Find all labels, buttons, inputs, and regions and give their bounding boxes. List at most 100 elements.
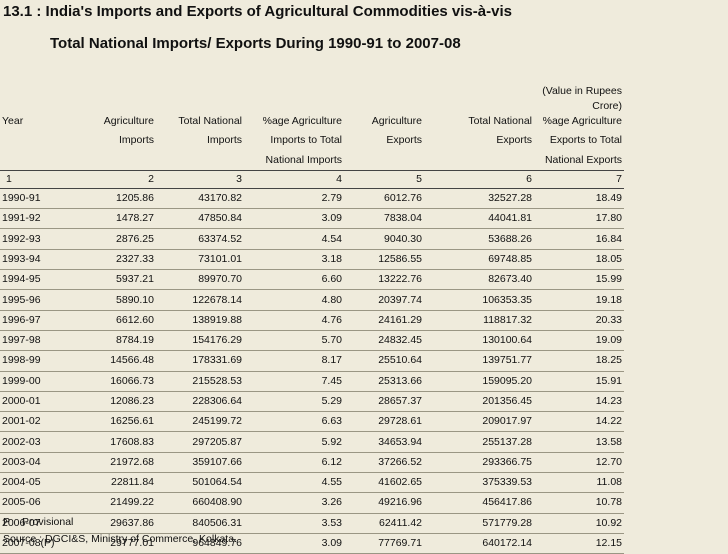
- value-cell: 20397.74: [344, 289, 424, 311]
- value-cell: 20.33: [534, 310, 624, 331]
- value-cell: 41602.65: [344, 472, 424, 494]
- table-row: 1990-91 1205.86 43170.82 2.79 6012.76 32527.2…: [0, 188, 624, 210]
- header-cell: [424, 151, 534, 171]
- value-cell: 29637.86: [72, 513, 156, 534]
- value-cell: 840506.31: [156, 513, 244, 534]
- table-row: 1995-96 5890.10 122678.14 4.80 20397.74 10635…: [0, 289, 624, 311]
- value-cell: 14.22: [534, 411, 624, 433]
- value-cell: 16066.73: [72, 371, 156, 392]
- value-cell: 660408.90: [156, 492, 244, 514]
- header-cell: Imports: [118, 134, 154, 147]
- value-cell: 4.76: [244, 310, 344, 331]
- table-row: 1999-00 16066.73 215528.53 7.45 25313.66 1590…: [0, 371, 624, 392]
- table-row: 1993-94 2327.33 73101.01 3.18 12586.55 69748.…: [0, 249, 624, 271]
- value-cell: 9040.30: [344, 228, 424, 250]
- column-number: 1: [0, 169, 72, 189]
- value-cell: 6.60: [244, 269, 344, 291]
- value-cell: 12.70: [534, 452, 624, 474]
- table-row: 2005-06 21499.22 660408.90 3.26 49216.96 4564…: [0, 492, 624, 514]
- value-cell: 10.78: [534, 492, 624, 514]
- year-cell: 1998-99: [0, 350, 72, 372]
- table-row: 2006-07 29637.86 840506.31 3.53 62411.42 5717…: [0, 513, 624, 534]
- value-cell: 18.49: [534, 188, 624, 210]
- value-cell: 12.15: [534, 533, 624, 554]
- header-cell: Total National: [178, 115, 242, 128]
- header-row-1: Year Agriculture Total National %age Agr…: [0, 112, 624, 131]
- value-cell: 32527.28: [424, 188, 534, 210]
- value-cell: 53688.26: [424, 228, 534, 250]
- value-cell: 6.63: [244, 411, 344, 433]
- value-cell: 501064.54: [156, 472, 244, 494]
- value-cell: 15.99: [534, 269, 624, 291]
- year-cell: 2000-01: [0, 391, 72, 413]
- year-cell: 1995-96: [0, 289, 72, 311]
- value-cell: 5.29: [244, 391, 344, 413]
- value-cell: 13.58: [534, 431, 624, 453]
- footnote-text: Provisional: [22, 516, 74, 528]
- value-cell: 63374.52: [156, 228, 244, 250]
- value-cell: 13222.76: [344, 269, 424, 291]
- value-cell: 215528.53: [156, 371, 244, 392]
- header-cell: Total National: [468, 115, 532, 128]
- value-cell: 18.25: [534, 350, 624, 372]
- value-cell: 3.09: [244, 208, 344, 230]
- value-cell: 1205.86: [72, 188, 156, 210]
- year-cell: 1992-93: [0, 228, 72, 250]
- value-cell: 138919.88: [156, 310, 244, 331]
- year-cell: 2002-03: [0, 431, 72, 453]
- value-cell: 17608.83: [72, 431, 156, 453]
- value-cell: 2327.33: [72, 249, 156, 271]
- header-cell: Agriculture: [371, 115, 422, 128]
- value-cell: 14566.48: [72, 350, 156, 372]
- header-cell: %age Agriculture: [262, 115, 342, 128]
- value-cell: 359107.66: [156, 452, 244, 474]
- table-row: 1992-93 2876.25 63374.52 4.54 9040.30 53688.2…: [0, 228, 624, 250]
- table-row: 1994-95 5937.21 89970.70 6.60 13222.76 82673.…: [0, 269, 624, 291]
- year-cell: 2005-06: [0, 492, 72, 514]
- value-cell: 3.53: [244, 513, 344, 534]
- header-cell: [72, 151, 156, 171]
- header-cell: Exports: [496, 134, 532, 147]
- value-cell: 297205.87: [156, 431, 244, 453]
- value-cell: 7838.04: [344, 208, 424, 230]
- value-cell: 159095.20: [424, 371, 534, 392]
- value-cell: 44041.81: [424, 208, 534, 230]
- value-cell: 14.23: [534, 391, 624, 413]
- table-title-line1: 13.1 : India's Imports and Exports of Ag…: [3, 3, 512, 20]
- value-cell: 24832.45: [344, 330, 424, 352]
- value-cell: 245199.72: [156, 411, 244, 433]
- value-cell: 16256.61: [72, 411, 156, 433]
- value-cell: 375339.53: [424, 472, 534, 494]
- value-cell: 640172.14: [424, 533, 534, 554]
- header-cell: National Exports: [544, 153, 622, 166]
- value-cell: 49216.96: [344, 492, 424, 514]
- header-cell: Imports: [206, 134, 242, 147]
- value-cell: 37266.52: [344, 452, 424, 474]
- value-cell: 16.84: [534, 228, 624, 250]
- value-cell: 18.05: [534, 249, 624, 271]
- table-row: 1998-99 14566.48 178331.69 8.17 25510.64 1397…: [0, 350, 624, 372]
- table-row: 2001-02 16256.61 245199.72 6.63 29728.61 2090…: [0, 411, 624, 433]
- value-cell: 118817.32: [424, 310, 534, 331]
- column-number: 2: [72, 169, 156, 189]
- value-cell: 25313.66: [344, 371, 424, 392]
- table-row: 2004-05 22811.84 501064.54 4.55 41602.65 3753…: [0, 472, 624, 494]
- year-cell: 2003-04: [0, 452, 72, 474]
- header-cell: %age Agriculture: [542, 115, 622, 128]
- header-cell: Year: [2, 115, 24, 128]
- value-cell: 21972.68: [72, 452, 156, 474]
- value-cell: 19.09: [534, 330, 624, 352]
- value-cell: 73101.01: [156, 249, 244, 271]
- value-cell: 62411.42: [344, 513, 424, 534]
- value-cell: 12586.55: [344, 249, 424, 271]
- footnote-provisional: P Provisional: [3, 516, 73, 528]
- year-cell: 2006-07: [0, 513, 72, 534]
- value-cell: 6012.76: [344, 188, 424, 210]
- header-cell: Imports to Total: [270, 134, 342, 147]
- source-note: Source : DGCI&S, Ministry of Commerce, K…: [3, 533, 237, 545]
- header-cell: [0, 131, 72, 150]
- table-row: 2002-03 17608.83 297205.87 5.92 34653.94 2551…: [0, 431, 624, 453]
- header-cell: National Imports: [265, 153, 342, 166]
- value-cell: 3.09: [244, 533, 344, 554]
- value-cell: 25510.64: [344, 350, 424, 372]
